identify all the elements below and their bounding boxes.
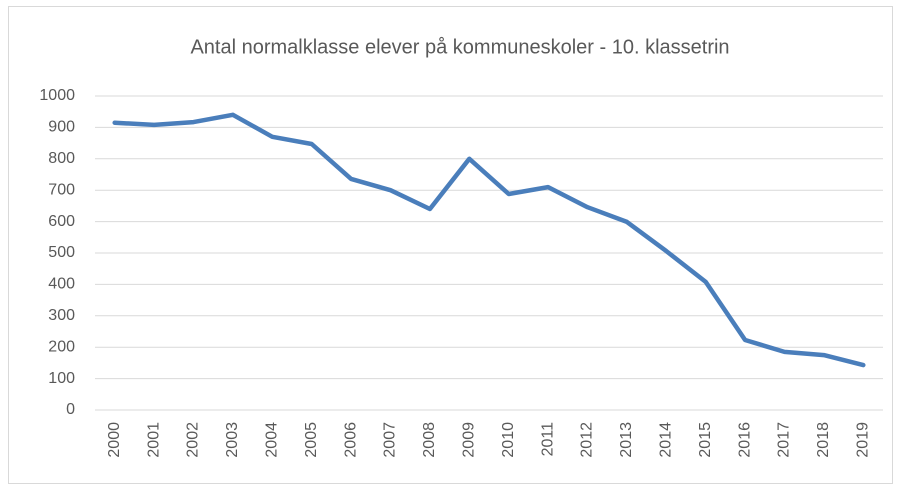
chart-frame — [8, 6, 893, 484]
line — [112, 112, 866, 368]
y-tick-label: 300 — [48, 307, 75, 324]
y-tick-label: 500 — [48, 244, 75, 261]
x-tick-label: 2002 — [185, 422, 202, 458]
chart-title: Antal normalklasse elever på kommuneskol… — [190, 36, 729, 58]
x-tick-label: 2005 — [303, 422, 320, 458]
x-tick-label: 2010 — [500, 422, 517, 458]
y-tick-label: 700 — [48, 181, 75, 198]
x-tick-label: 2013 — [618, 422, 635, 458]
x-tick-label: 2001 — [145, 422, 162, 458]
y-tick-label: 0 — [66, 401, 75, 418]
x-tick-label: 2012 — [579, 422, 596, 458]
x-tick-label: 2018 — [815, 422, 832, 458]
x-tick-label: 2017 — [776, 422, 793, 458]
x-tick-label: 2006 — [342, 422, 359, 458]
y-tick-label: 600 — [48, 213, 75, 230]
x-tick-label: 2000 — [106, 422, 123, 458]
y-tick-label: 1000 — [39, 87, 75, 104]
y-tick-label: 200 — [48, 338, 75, 355]
x-tick-label: 2014 — [658, 422, 675, 458]
x-tick-label: 2003 — [224, 422, 241, 458]
x-tick-label: 2011 — [539, 422, 556, 457]
x-tick-label: 2008 — [421, 422, 438, 458]
x-tick-label: 2007 — [382, 422, 399, 458]
x-tick-label: 2009 — [461, 422, 478, 458]
y-tick-label: 800 — [48, 150, 75, 167]
y-tick-label: 900 — [48, 119, 75, 136]
x-tick-label: 2016 — [736, 422, 753, 458]
x-tick-label: 2015 — [697, 422, 714, 458]
x-tick-label: 2004 — [264, 422, 281, 458]
y-tick-label: 400 — [48, 276, 75, 293]
x-tick-label: 2019 — [855, 422, 872, 458]
y-tick-label: 100 — [48, 370, 75, 387]
